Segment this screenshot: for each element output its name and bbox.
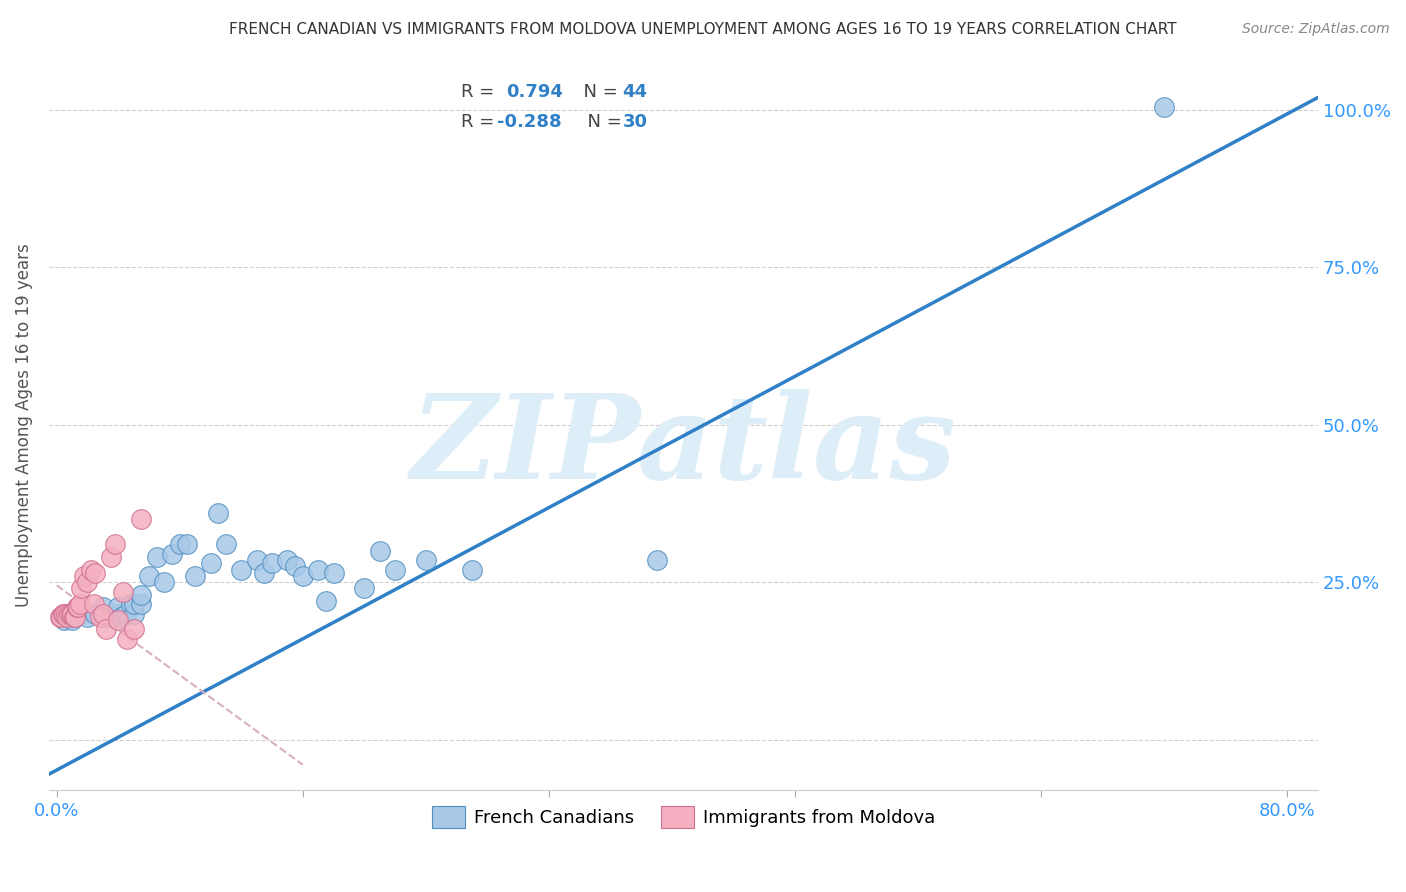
- Point: [70, 582, 93, 596]
- Point: [1153, 100, 1175, 114]
- Point: [129, 512, 152, 526]
- Point: [91, 609, 114, 624]
- Point: [138, 569, 160, 583]
- Point: [89, 609, 111, 624]
- Point: [67, 600, 90, 615]
- Point: [110, 609, 132, 624]
- Point: [76, 575, 98, 590]
- Point: [246, 553, 269, 567]
- Point: [69, 597, 91, 611]
- Point: [107, 607, 129, 621]
- Text: N =: N =: [575, 112, 627, 130]
- Text: -0.288: -0.288: [496, 112, 561, 130]
- Point: [48, 609, 70, 624]
- Point: [368, 543, 391, 558]
- Point: [117, 632, 139, 646]
- Point: [58, 607, 80, 621]
- Text: Source: ZipAtlas.com: Source: ZipAtlas.com: [1241, 22, 1389, 37]
- Point: [51, 609, 73, 624]
- Point: [284, 559, 307, 574]
- Point: [276, 553, 298, 567]
- Point: [73, 569, 96, 583]
- Point: [104, 537, 127, 551]
- Text: FRENCH CANADIAN VS IMMIGRANTS FROM MOLDOVA UNEMPLOYMENT AMONG AGES 16 TO 19 YEAR: FRENCH CANADIAN VS IMMIGRANTS FROM MOLDO…: [229, 22, 1177, 37]
- Point: [129, 588, 152, 602]
- Point: [52, 607, 75, 621]
- Point: [384, 563, 406, 577]
- Point: [53, 607, 76, 621]
- Point: [66, 600, 89, 615]
- Point: [115, 607, 138, 621]
- Point: [60, 613, 83, 627]
- Point: [91, 600, 114, 615]
- Point: [107, 600, 129, 615]
- Text: 44: 44: [623, 84, 648, 102]
- Point: [122, 623, 145, 637]
- Point: [84, 607, 107, 621]
- Point: [122, 607, 145, 621]
- Point: [260, 556, 283, 570]
- Point: [461, 563, 484, 577]
- Text: R =: R =: [461, 112, 501, 130]
- Point: [53, 613, 76, 627]
- Point: [100, 549, 122, 564]
- Point: [111, 584, 134, 599]
- Point: [253, 566, 276, 580]
- Point: [169, 537, 191, 551]
- Point: [207, 506, 229, 520]
- Text: ZIPatlas: ZIPatlas: [411, 389, 956, 504]
- Point: [55, 607, 77, 621]
- Point: [415, 553, 437, 567]
- Point: [59, 607, 82, 621]
- Point: [62, 609, 84, 624]
- Point: [176, 537, 198, 551]
- Point: [91, 607, 114, 621]
- Y-axis label: Unemployment Among Ages 16 to 19 years: Unemployment Among Ages 16 to 19 years: [15, 243, 32, 607]
- Point: [231, 563, 253, 577]
- Point: [315, 594, 337, 608]
- Point: [353, 582, 375, 596]
- Point: [291, 569, 314, 583]
- Point: [129, 597, 152, 611]
- Point: [94, 623, 117, 637]
- Point: [645, 553, 668, 567]
- Point: [153, 575, 176, 590]
- Text: 0.794: 0.794: [506, 84, 562, 102]
- Text: 30: 30: [623, 112, 648, 130]
- Point: [84, 566, 107, 580]
- Point: [322, 566, 344, 580]
- Legend: French Canadians, Immigrants from Moldova: French Canadians, Immigrants from Moldov…: [425, 799, 942, 836]
- Point: [200, 556, 222, 570]
- Point: [79, 563, 101, 577]
- Point: [160, 547, 183, 561]
- Point: [120, 597, 142, 611]
- Point: [76, 609, 98, 624]
- Point: [63, 609, 86, 624]
- Text: R =: R =: [461, 84, 506, 102]
- Point: [107, 613, 129, 627]
- Point: [100, 609, 122, 624]
- Point: [122, 597, 145, 611]
- Point: [60, 607, 83, 621]
- Text: N =: N =: [572, 84, 623, 102]
- Point: [215, 537, 238, 551]
- Point: [307, 563, 329, 577]
- Point: [145, 549, 167, 564]
- Point: [184, 569, 207, 583]
- Point: [56, 609, 79, 624]
- Point: [83, 597, 105, 611]
- Point: [69, 607, 91, 621]
